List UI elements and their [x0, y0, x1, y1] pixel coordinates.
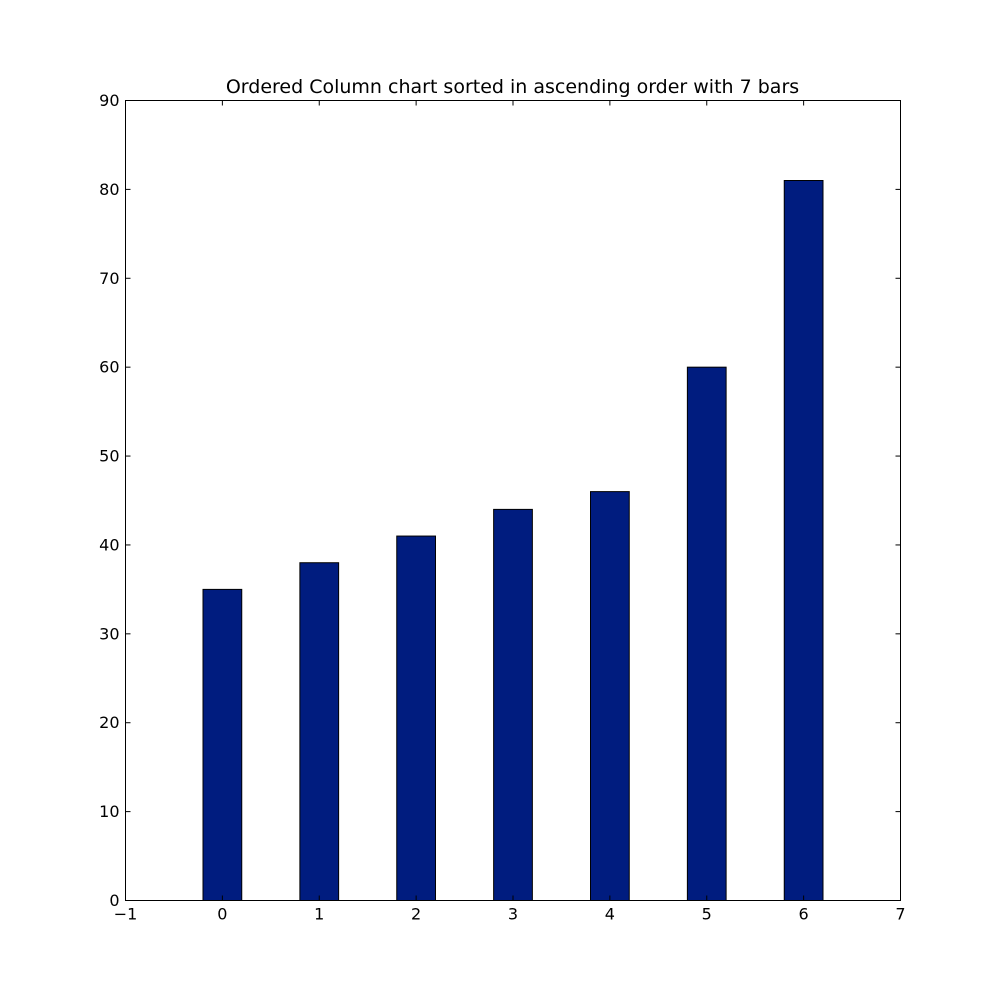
- bar-0: [202, 588, 243, 902]
- y-tick-label: 90: [99, 91, 119, 110]
- x-tick-label: 0: [217, 905, 227, 924]
- x-axis-tick-labels: −1 0 1 2 3 4 5 6 7: [114, 905, 906, 924]
- bar-3: [493, 508, 533, 901]
- y-tick-label: 80: [99, 180, 119, 199]
- y-tick-label: 30: [99, 624, 119, 643]
- bars-group: [202, 180, 824, 902]
- x-tick-label: 4: [605, 905, 615, 924]
- bar-2: [396, 535, 436, 901]
- bar-4: [590, 491, 630, 901]
- bar-1: [299, 562, 340, 901]
- x-tick-label: 2: [411, 905, 421, 924]
- x-tick-label: −1: [114, 905, 138, 924]
- x-tick-label: 5: [702, 905, 712, 924]
- plot-area-frame: [125, 100, 901, 901]
- y-tick-label: 70: [99, 269, 119, 288]
- y-tick-label: 40: [99, 535, 119, 554]
- bar-6: [783, 180, 824, 901]
- chart-title: Ordered Column chart sorted in ascending…: [226, 76, 799, 98]
- y-tick-label: 20: [99, 713, 119, 732]
- y-axis-tick-labels: 0 10 20 30 40 50 60 70 80 90: [99, 91, 119, 910]
- y-tick-label: 50: [99, 447, 119, 466]
- bar-5: [686, 366, 727, 901]
- x-tick-label: 3: [508, 905, 518, 924]
- x-tick-label: 1: [314, 905, 324, 924]
- y-tick-label: 0: [109, 891, 119, 910]
- x-tick-label: 6: [799, 905, 809, 924]
- x-tick-label: 7: [895, 905, 905, 924]
- y-tick-label: 60: [99, 358, 119, 377]
- y-tick-label: 10: [99, 802, 119, 821]
